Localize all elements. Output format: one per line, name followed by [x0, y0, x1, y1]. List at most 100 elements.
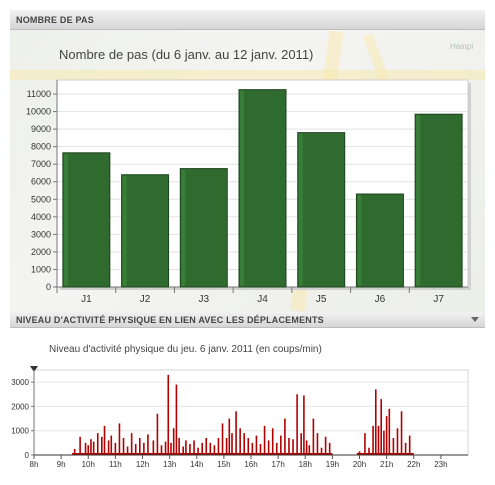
bar-highlight: [181, 169, 186, 286]
bar: [414, 113, 463, 288]
activity-spike: [217, 438, 220, 455]
activity-spike: [280, 435, 282, 455]
activity-spike: [189, 444, 191, 455]
map-road: [10, 70, 485, 80]
map-place-label: Hampi: [450, 42, 474, 51]
bar-highlight: [357, 195, 362, 286]
activity-spike: [284, 418, 286, 455]
activity-spike: [175, 384, 178, 455]
y-tick-label: 5000: [31, 194, 51, 204]
activity-spike: [316, 433, 319, 455]
activity-spike: [388, 408, 391, 455]
activity-spike: [101, 436, 103, 455]
activity-spike: [201, 442, 203, 455]
activity-spike: [147, 434, 149, 455]
y-tick-label: 9000: [31, 124, 51, 134]
activity-spike: [110, 435, 113, 455]
activity-spike: [324, 436, 327, 455]
y-tick-label: 8000: [31, 142, 51, 152]
activity-spike: [251, 442, 254, 455]
x-tick-label: J1: [81, 294, 92, 305]
activity-spike: [185, 440, 187, 455]
activity-spike: [296, 394, 298, 455]
activity-spike: [170, 442, 172, 455]
activity-spike: [392, 438, 395, 455]
activity-spike: [263, 425, 266, 455]
activity-spike: [130, 433, 133, 455]
y-tick-label: 2000: [31, 247, 51, 257]
panel-header-title: NOMBRE DE PAS: [16, 14, 94, 25]
bar: [62, 152, 111, 288]
activity-spike: [235, 411, 237, 455]
x-tick-label: J2: [140, 294, 151, 305]
activity-spike: [267, 440, 270, 455]
activity-spike: [225, 438, 228, 455]
x-tick-label: 22h: [407, 460, 420, 469]
activity-spike: [114, 442, 117, 455]
axis-marker-icon: [30, 366, 38, 372]
y-tick-label: 1000: [31, 264, 51, 274]
activity-area-chart: 0 1000 2000 3000 8h 9h 10h 11h 12h 13h 14h 15h 16h 17…: [11, 366, 469, 469]
activity-spike: [377, 425, 380, 455]
activity-spike: [231, 433, 233, 455]
panel-header-activity: NIVEAU D'ACTIVITÉ PHYSIQUE EN LIEN AVEC …: [10, 312, 485, 328]
x-tick-label: 15h: [217, 460, 230, 469]
activity-spike: [243, 433, 246, 455]
x-tick-label: 14h: [190, 460, 203, 469]
activity-spike: [134, 444, 137, 455]
activity-spike: [320, 447, 323, 455]
activity-spike: [213, 445, 216, 455]
x-tick-label: 11h: [109, 460, 122, 469]
activity-spike: [305, 440, 308, 455]
activity-spike: [383, 430, 385, 455]
activity-spike: [308, 445, 311, 455]
x-tick-label: J5: [316, 294, 327, 305]
activity-spike: [205, 438, 208, 455]
activity-spike: [138, 438, 141, 455]
y-tick-label: 3000: [11, 378, 29, 387]
y-tick-label: 11000: [27, 89, 51, 99]
activity-chart-title: Niveau d'activité physique du jeu. 6 jan…: [49, 344, 322, 355]
x-tick-label: 18h: [299, 460, 312, 469]
activity-spike: [255, 435, 258, 455]
bar: [355, 193, 404, 288]
activity-spike: [408, 435, 411, 455]
panel-header-step-count: NOMBRE DE PAS: [10, 10, 485, 30]
panel-header-title: NIVEAU D'ACTIVITÉ PHYSIQUE EN LIEN AVEC …: [16, 314, 324, 325]
activity-spike: [259, 444, 262, 455]
x-tick-label: J7: [433, 294, 444, 305]
activity-spike: [303, 395, 305, 455]
x-tick-label: 23h: [434, 460, 447, 469]
activity-spike: [92, 441, 95, 455]
activity-spike: [271, 428, 274, 455]
activity-spike: [193, 440, 195, 455]
activity-spike: [160, 445, 163, 455]
activity-spike: [328, 442, 331, 455]
bar: [238, 89, 287, 288]
activity-spike: [90, 439, 92, 455]
x-tick-label: 9h: [57, 460, 66, 469]
activity-spike: [152, 440, 155, 455]
y-tick-label: 2000: [11, 402, 29, 411]
activity-spike: [288, 438, 290, 455]
activity-spike: [122, 438, 125, 455]
x-tick-label: 10h: [82, 460, 95, 469]
step-count-bar-chart: 0 1000 2000 3000 4000 5000 6000 7000 8000 9000 100…: [26, 79, 471, 305]
activity-spike: [247, 438, 250, 455]
activity-spike: [221, 423, 224, 455]
bar: [297, 132, 346, 288]
activity-spike: [84, 442, 87, 455]
bar: [179, 168, 228, 288]
activity-spike: [197, 447, 199, 455]
x-tick-label: 13h: [163, 460, 176, 469]
activity-spike: [292, 439, 294, 455]
y-tick-label: 6000: [31, 177, 51, 187]
activity-spike: [172, 428, 175, 455]
activity-spike: [380, 399, 382, 455]
activity-spike: [164, 441, 167, 455]
collapse-arrow-icon[interactable]: [471, 317, 479, 322]
activity-spike: [182, 446, 184, 455]
step-chart-title: Nombre de pas (du 6 janv. au 12 janv. 20…: [59, 47, 314, 62]
activity-spike: [239, 428, 241, 455]
y-tick-label: 1000: [11, 427, 29, 436]
